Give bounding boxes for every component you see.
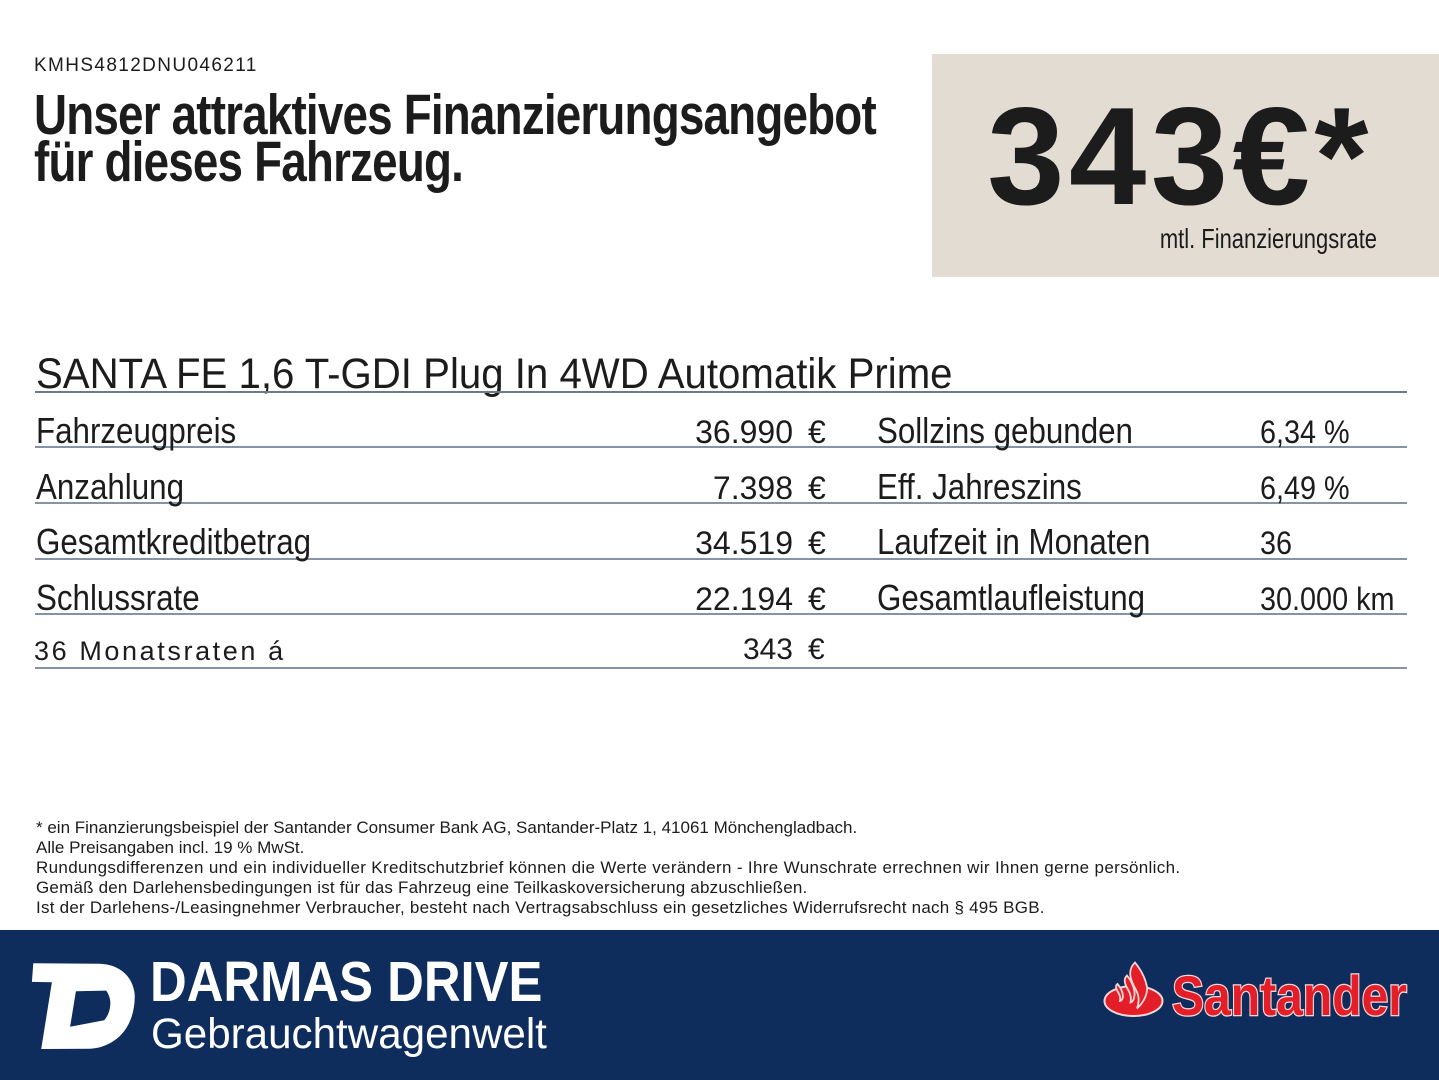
svg-text:Santander: Santander [1172, 964, 1407, 1027]
